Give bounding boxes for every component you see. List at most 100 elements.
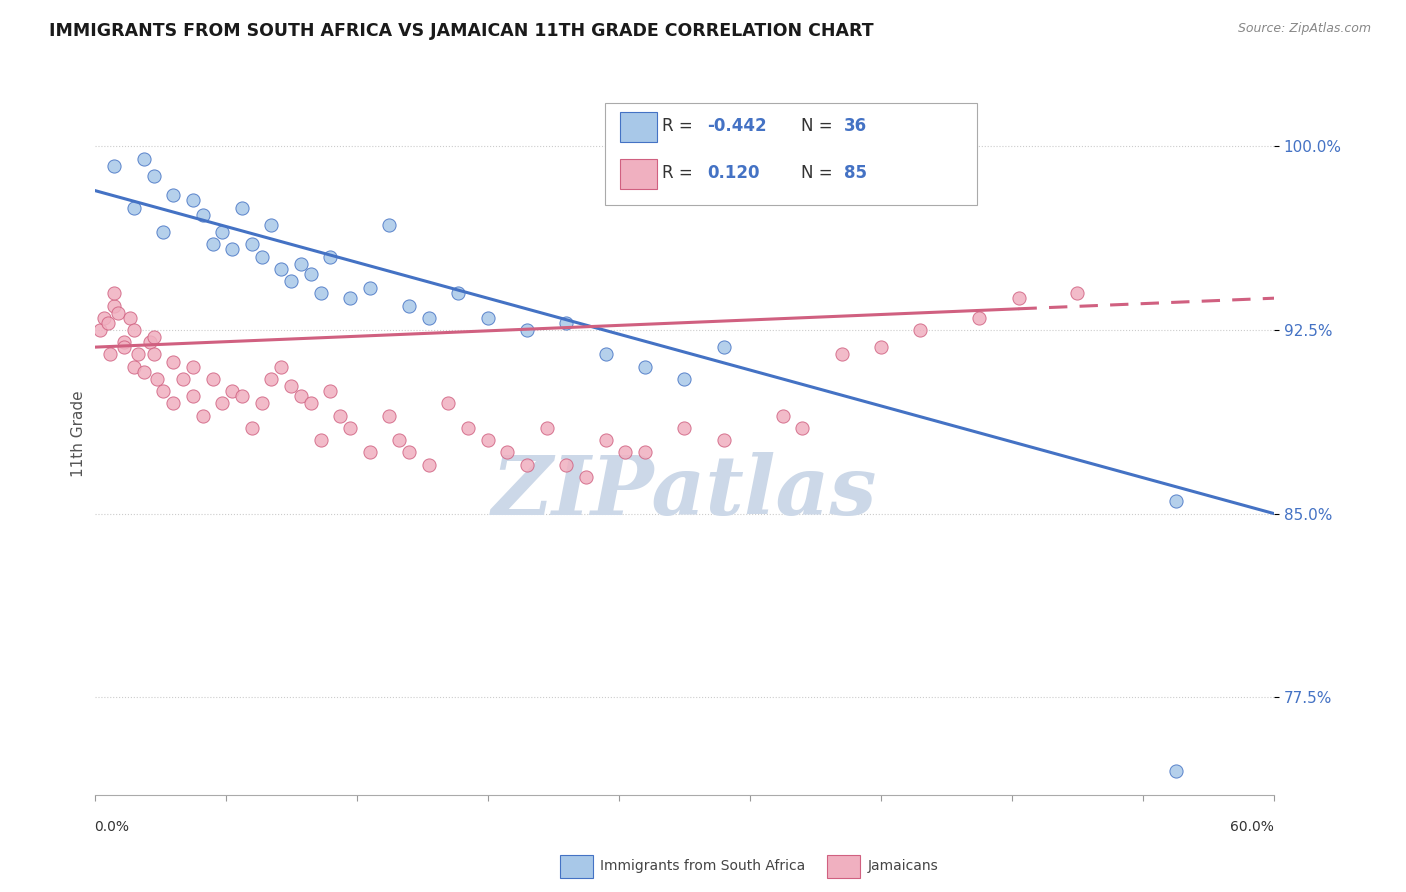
Point (447, 286, 470, 301)
Point (103, 159, 125, 173)
Text: N =: N = (801, 164, 838, 182)
Point (831, 347, 853, 361)
Point (103, 299, 125, 313)
Point (378, 218, 401, 232)
Point (280, 274, 302, 288)
Point (103, 286, 125, 301)
Point (181, 389, 204, 403)
Text: 60.0%: 60.0% (1230, 820, 1274, 834)
Point (122, 359, 145, 374)
Point (260, 218, 283, 232)
Point (97, 316, 120, 330)
Point (132, 365, 155, 379)
Point (516, 458, 538, 472)
Point (118, 310, 141, 325)
Point (122, 201, 145, 215)
Point (122, 323, 145, 337)
Point (496, 445, 519, 459)
Point (201, 372, 224, 386)
Point (299, 396, 322, 410)
Point (516, 323, 538, 337)
Point (713, 340, 735, 354)
Point (614, 445, 637, 459)
Point (181, 359, 204, 374)
Point (89, 323, 111, 337)
Point (152, 384, 174, 399)
Point (713, 433, 735, 447)
Text: 0.0%: 0.0% (94, 820, 129, 834)
Point (634, 445, 657, 459)
Point (319, 250, 342, 264)
Point (172, 372, 194, 386)
Point (107, 306, 129, 320)
Point (398, 299, 420, 313)
Point (146, 372, 169, 386)
Point (309, 433, 332, 447)
Point (418, 458, 440, 472)
Point (290, 389, 312, 403)
Point (359, 281, 381, 295)
Point (299, 267, 322, 281)
Point (398, 445, 420, 459)
Point (138, 335, 160, 350)
Text: 36: 36 (844, 117, 866, 135)
Point (93, 310, 115, 325)
Point (418, 310, 440, 325)
Text: R =: R = (662, 164, 699, 182)
Point (437, 396, 460, 410)
Point (1164, 764, 1187, 778)
Text: 0.120: 0.120 (707, 164, 759, 182)
Point (240, 237, 263, 252)
Point (309, 286, 332, 301)
Point (673, 372, 696, 386)
Point (673, 421, 696, 435)
Point (290, 257, 312, 271)
Point (1007, 291, 1029, 305)
Point (191, 208, 214, 222)
Point (339, 421, 361, 435)
Point (221, 384, 243, 399)
Point (142, 347, 165, 361)
Point (98, 347, 121, 361)
Point (201, 237, 224, 252)
Point (477, 433, 499, 447)
Point (112, 340, 135, 354)
Point (319, 384, 342, 399)
Point (127, 347, 149, 361)
Point (260, 372, 283, 386)
Point (181, 194, 204, 208)
Point (595, 433, 617, 447)
Point (250, 396, 273, 410)
Point (191, 409, 214, 423)
Point (908, 323, 931, 337)
Point (152, 225, 174, 239)
Point (477, 310, 499, 325)
Point (388, 433, 411, 447)
Point (132, 152, 155, 166)
Point (457, 421, 479, 435)
Text: N =: N = (801, 117, 838, 135)
Point (142, 330, 165, 344)
Point (555, 458, 578, 472)
Point (634, 359, 657, 374)
Point (378, 409, 401, 423)
Text: 85: 85 (844, 164, 866, 182)
Text: R =: R = (662, 117, 699, 135)
Point (270, 359, 292, 374)
Point (792, 421, 814, 435)
Point (250, 250, 273, 264)
Point (162, 355, 184, 369)
Point (211, 396, 233, 410)
Point (142, 169, 165, 183)
Point (555, 316, 578, 330)
Point (967, 310, 990, 325)
Point (1066, 286, 1088, 301)
Point (221, 242, 243, 256)
Point (772, 409, 794, 423)
Point (536, 421, 558, 435)
Point (270, 261, 292, 276)
Point (162, 188, 184, 202)
Text: Source: ZipAtlas.com: Source: ZipAtlas.com (1237, 22, 1371, 36)
Point (112, 335, 135, 350)
Text: IMMIGRANTS FROM SOUTH AFRICA VS JAMAICAN 11TH GRADE CORRELATION CHART: IMMIGRANTS FROM SOUTH AFRICA VS JAMAICAN… (49, 22, 875, 40)
